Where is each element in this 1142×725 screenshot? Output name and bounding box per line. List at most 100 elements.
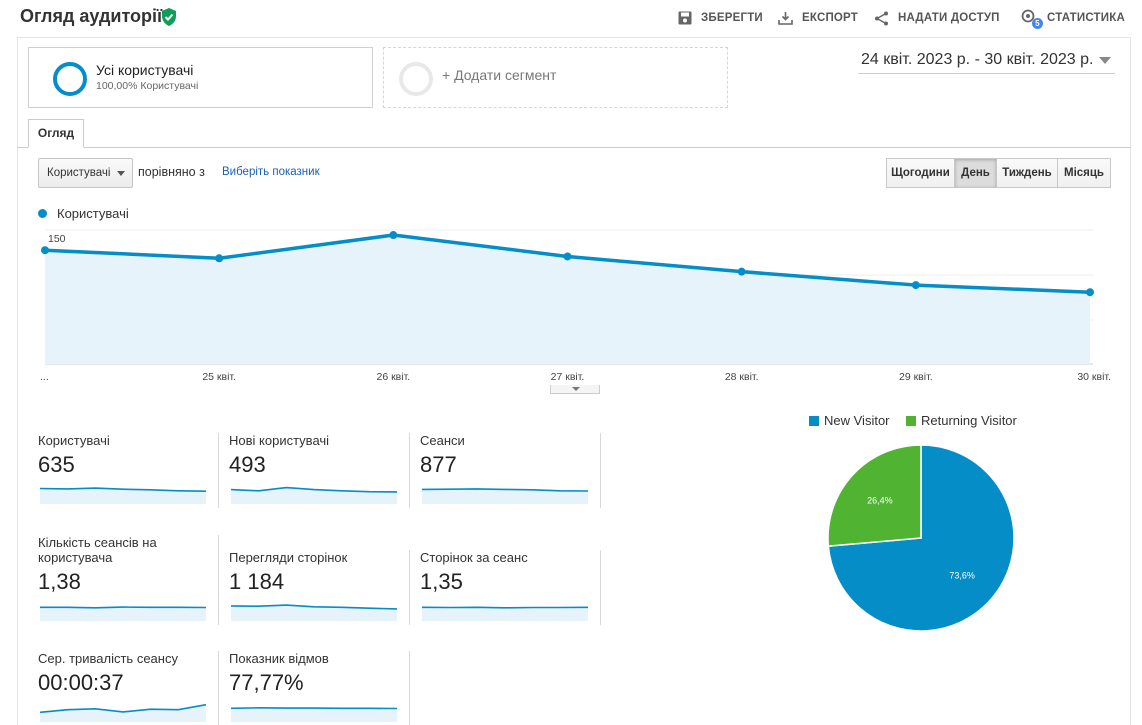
metric-divider	[218, 535, 219, 625]
sparkline-line	[230, 604, 398, 610]
legend-returning-visitor-swatch	[906, 415, 916, 426]
metric-tile[interactable]: Користувачі 635	[38, 433, 220, 504]
metric-label: Сер. тривалість сеансу	[38, 651, 178, 666]
insights-icon: 5	[1021, 9, 1043, 29]
sparkline-line	[230, 486, 398, 493]
users-data-point[interactable]	[563, 252, 572, 261]
pie-slice-returning-visitor[interactable]	[827, 444, 922, 547]
metric-sparkline	[230, 604, 398, 621]
metric-sparkline	[230, 486, 398, 504]
metric-select-value: Користувачі	[47, 167, 111, 179]
metric-label: Користувачі	[38, 433, 110, 448]
metric-tile[interactable]: Перегляди сторінок 1 184	[229, 550, 411, 621]
users-data-point[interactable]	[41, 246, 49, 255]
legend-users-label: Користувачі	[57, 206, 129, 221]
legend-new-visitor[interactable]: New Visitor	[809, 413, 890, 428]
pie-label-returning-visitor: 26,4%	[867, 495, 893, 505]
metric-sparkline	[230, 706, 398, 722]
sparkline-line	[39, 487, 207, 492]
compare-label: порівняно з	[138, 165, 205, 179]
insights-button[interactable]: 5 СТАТИСТИКА	[1021, 9, 1125, 29]
tabs-divider	[17, 147, 1131, 148]
sparkline-area	[40, 704, 206, 722]
sparkline-line	[39, 703, 207, 714]
x-tick-label: 28 квіт.	[725, 371, 759, 383]
users-data-point[interactable]	[215, 254, 224, 263]
export-label: ЕКСПОРТ	[802, 12, 858, 24]
x-tick-label: 29 квіт.	[899, 371, 933, 383]
metric-divider	[409, 433, 410, 508]
metric-sparkline	[40, 606, 207, 621]
sparkline-area	[40, 488, 206, 504]
users-line-chart: 50100150...25 квіт.26 квіт.27 квіт.28 кв…	[40, 229, 1111, 383]
legend-returning-visitor-label: Returning Visitor	[921, 413, 1017, 428]
sparkline-area	[422, 488, 588, 504]
metric-tile[interactable]: Нові користувачі 493	[229, 433, 411, 504]
metric-value: 877	[420, 452, 457, 477]
add-segment-button[interactable]: + Додати сегмент	[383, 47, 728, 108]
metric-value: 1,35	[420, 569, 463, 594]
x-tick-label: 25 квіт.	[202, 371, 236, 383]
metric-tile[interactable]: Кількість сеансів на користувача 1,38	[38, 535, 220, 621]
metric-divider	[600, 550, 601, 625]
legend-users-swatch	[38, 209, 47, 218]
metric-label: Перегляди сторінок	[229, 550, 348, 565]
metric-divider	[409, 651, 410, 725]
export-icon	[778, 12, 793, 25]
metric-tile[interactable]: Сер. тривалість сеансу 00:00:37	[38, 651, 220, 722]
visitor-type-pie-chart: 73,6% 26,4%	[827, 444, 1015, 632]
period-week-button[interactable]: Тиждень	[996, 158, 1058, 188]
users-data-point[interactable]	[737, 267, 746, 276]
metric-divider	[600, 433, 601, 508]
insights-label: СТАТИСТИКА	[1047, 12, 1125, 24]
add-segment-label: + Додати сегмент	[442, 67, 557, 83]
save-label: ЗБЕРЕГТИ	[701, 12, 763, 24]
sparkline-area	[231, 707, 397, 722]
x-tick-label: 26 квіт.	[376, 371, 410, 383]
sparkline-area	[40, 607, 206, 621]
sparkline-line	[421, 488, 589, 492]
period-month-button[interactable]: Місяць	[1057, 158, 1111, 188]
chevron-down-icon	[1099, 57, 1111, 64]
sparkline-line	[421, 606, 589, 609]
users-data-point[interactable]	[1086, 288, 1094, 297]
sparkline-area	[422, 607, 588, 621]
tab-overview[interactable]: Огляд	[28, 119, 84, 148]
legend-returning-visitor[interactable]: Returning Visitor	[906, 413, 1017, 428]
date-range-picker[interactable]: 24 квіт. 2023 р. - 30 квіт. 2023 р.	[858, 46, 1115, 74]
segment-title: Усі користувачі	[96, 62, 194, 78]
metric-value: 493	[229, 452, 266, 477]
date-range-label: 24 квіт. 2023 р. - 30 квіт. 2023 р.	[861, 50, 1094, 68]
pie-label-new-visitor: 73,6%	[949, 571, 975, 581]
metric-sparkline	[421, 606, 589, 621]
share-label: НАДАТИ ДОСТУП	[898, 12, 1000, 24]
metric-label: Сеанси	[420, 433, 465, 448]
x-tick-label: 27 квіт.	[551, 371, 585, 383]
save-button[interactable]: ЗБЕРЕГТИ	[678, 9, 763, 27]
sparkline-line	[40, 606, 207, 609]
metric-select[interactable]: Користувачі	[38, 158, 133, 188]
metric-tile[interactable]: Сеанси 877	[420, 433, 602, 504]
sparkline-area	[231, 605, 397, 621]
metric-label: Кількість сеансів на користувача	[38, 535, 157, 565]
users-data-point[interactable]	[389, 231, 398, 240]
segment-all-users[interactable]: Усі користувачі 100,00% Користувачі	[28, 47, 373, 108]
segment-empty-ring-icon	[399, 62, 433, 96]
metric-value: 1 184	[229, 569, 285, 594]
period-hourly-button[interactable]: Щогодини	[886, 158, 955, 188]
metric-tile[interactable]: Сторінок за сеанс 1,35	[420, 550, 602, 621]
metric-label: Нові користувачі	[229, 433, 330, 448]
chart-expand-handle[interactable]	[550, 385, 600, 394]
caret-down-icon	[117, 171, 125, 176]
x-tick-label: 30 квіт.	[1077, 371, 1111, 383]
select-metric-link[interactable]: Виберіть показник	[222, 166, 320, 178]
users-data-point[interactable]	[911, 281, 920, 290]
share-button[interactable]: НАДАТИ ДОСТУП	[874, 9, 1000, 27]
metric-value: 1,38	[38, 569, 81, 594]
metric-divider	[409, 550, 410, 625]
check-shield-icon	[162, 8, 176, 26]
segment-ring-icon	[53, 62, 87, 96]
export-button[interactable]: ЕКСПОРТ	[778, 9, 858, 27]
metric-tile[interactable]: Показник відмов 77,77%	[229, 651, 411, 722]
period-day-button[interactable]: День	[954, 158, 997, 188]
